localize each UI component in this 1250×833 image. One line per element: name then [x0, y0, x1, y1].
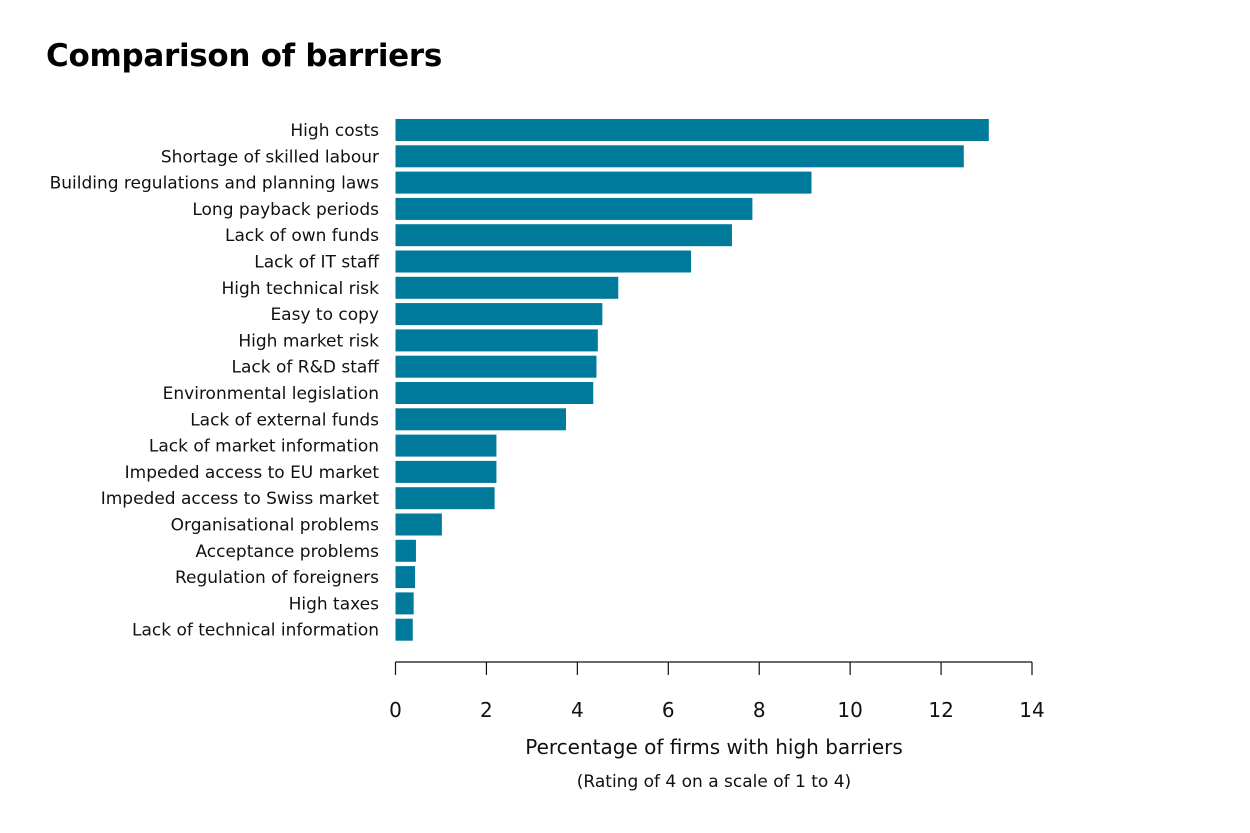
x-tick-label: 8: [753, 698, 766, 722]
x-tick-label: 4: [571, 698, 584, 722]
bar: [395, 539, 416, 562]
bar: [395, 382, 594, 404]
bar: [395, 145, 964, 168]
x-tick-label: 12: [928, 698, 953, 722]
bar: [395, 197, 753, 220]
bar: [395, 329, 598, 352]
category-label: Acceptance problems: [195, 542, 379, 562]
bar: [395, 566, 416, 589]
bar: [395, 276, 619, 299]
category-label: Impeded access to EU market: [125, 463, 380, 483]
x-axis-note: (Rating of 4 on a scale of 1 to 4): [577, 772, 851, 792]
bar: [395, 513, 442, 536]
chart-title: Comparison of barriers: [46, 38, 443, 74]
bar: [395, 171, 812, 194]
x-axis-title: Percentage of firms with high barriers: [525, 735, 903, 759]
bars-group: [395, 119, 989, 641]
category-label: Shortage of skilled labour: [161, 147, 379, 167]
x-ticks: 0 2 4 6 8 10 12 14: [389, 662, 1045, 722]
bar: [395, 592, 414, 615]
category-label: Lack of IT staff: [254, 253, 380, 273]
category-label: High technical risk: [221, 279, 379, 299]
category-label: Building regulations and planning laws: [50, 174, 380, 194]
bar: [395, 618, 413, 641]
x-tick-label: 2: [480, 698, 493, 722]
bar: [395, 119, 989, 141]
bar: [395, 224, 732, 247]
category-label: Easy to copy: [270, 305, 379, 325]
bar: [395, 408, 566, 431]
category-label: Lack of market information: [149, 437, 379, 457]
category-label: Lack of external funds: [190, 410, 379, 430]
x-tick-label: 14: [1019, 698, 1044, 722]
bar: [395, 434, 497, 457]
category-label: Lack of own funds: [225, 226, 379, 246]
category-label: High taxes: [289, 594, 380, 614]
category-label: Organisational problems: [171, 516, 380, 536]
x-tick-label: 10: [837, 698, 862, 722]
bar: [395, 303, 603, 326]
x-tick-label: 0: [389, 698, 402, 722]
x-tick-label: 6: [662, 698, 675, 722]
category-label: Lack of technical information: [132, 621, 379, 641]
category-label: High market risk: [238, 331, 379, 351]
bar: [395, 355, 597, 378]
category-label: Environmental legislation: [163, 384, 379, 404]
category-labels: High costs Shortage of skilled labour Buil…: [50, 121, 381, 641]
bar: [395, 487, 495, 510]
category-label: Lack of R&D staff: [232, 358, 381, 378]
x-axis: 0 2 4 6 8 10 12 14: [389, 661, 1045, 722]
bar: [395, 250, 692, 273]
category-label: High costs: [290, 121, 379, 141]
category-label: Impeded access to Swiss market: [101, 489, 380, 509]
category-label: Long payback periods: [192, 200, 379, 220]
bar: [395, 460, 497, 483]
category-label: Regulation of foreigners: [175, 568, 379, 588]
